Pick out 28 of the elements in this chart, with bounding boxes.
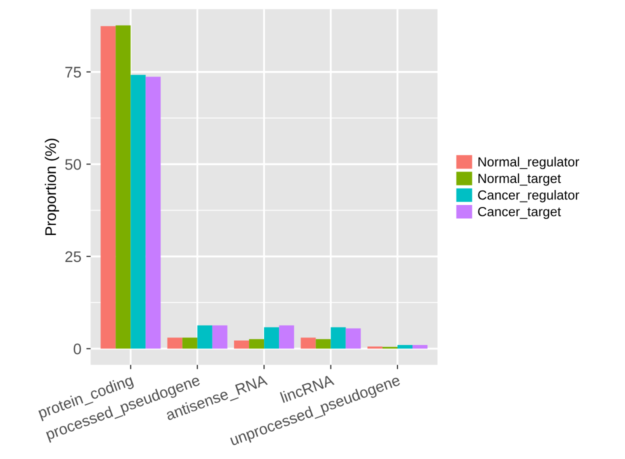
bar — [300, 338, 316, 349]
bar — [212, 325, 228, 349]
y-tick-label: 0 — [74, 344, 81, 354]
bar — [167, 338, 182, 349]
bar — [234, 340, 250, 349]
bar — [197, 325, 212, 349]
bar — [279, 325, 294, 349]
legend-label: Cancer_regulator — [478, 190, 580, 202]
bar — [346, 328, 361, 349]
bar — [367, 346, 382, 349]
bar — [330, 327, 346, 349]
bar — [316, 339, 331, 349]
legend-label: Normal_regulator — [478, 156, 580, 170]
bar — [182, 338, 198, 349]
legend-label: Cancer_target — [478, 206, 561, 219]
y-tick-label: 50 — [65, 159, 81, 170]
bar — [100, 26, 116, 349]
bar — [397, 344, 412, 349]
bar — [146, 76, 161, 349]
bar — [412, 344, 428, 349]
bar — [116, 25, 131, 349]
y-axis-title: Proportion (%) — [44, 138, 60, 236]
bar — [130, 74, 146, 349]
bar — [264, 327, 280, 349]
bar — [249, 339, 264, 349]
y-tick-label: 75 — [65, 66, 81, 78]
legend-label: Normal_target — [478, 173, 561, 186]
y-tick-label: 25 — [65, 251, 81, 262]
